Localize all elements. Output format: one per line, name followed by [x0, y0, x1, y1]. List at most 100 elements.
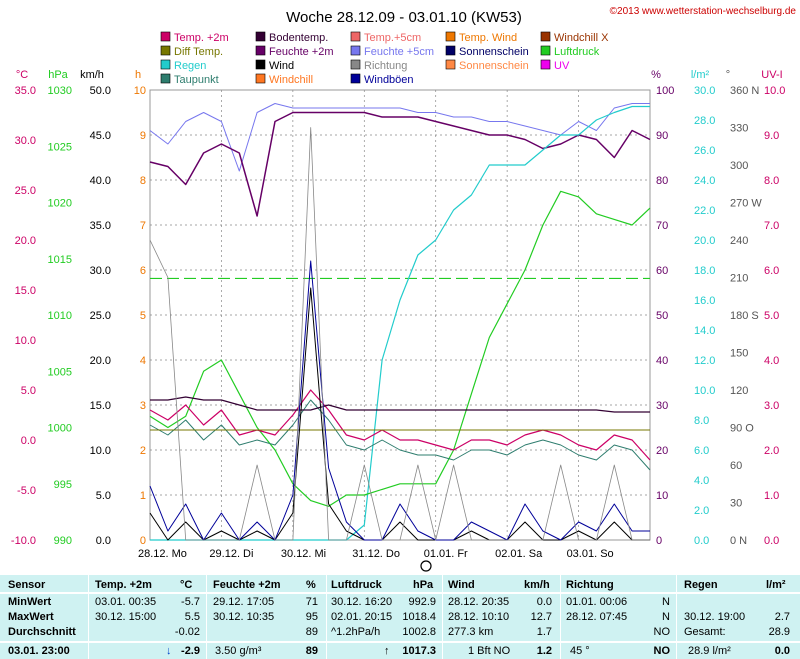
stats-label: MaxWert — [8, 611, 54, 623]
stats-wind-time: 28.12. 10:10 — [448, 611, 510, 623]
axis-tick-uv: 8.0 — [764, 175, 779, 187]
axis-tick-wind: 25.0 — [90, 310, 111, 322]
axis-tick-direction: 90 O — [730, 423, 754, 435]
axis-tick-pressure: 1025 — [48, 141, 72, 153]
legend-label: Feuchte +5cm — [364, 46, 434, 58]
axis-tick-sun: 5 — [140, 310, 146, 322]
legend-label: Bodentemp. — [269, 32, 328, 44]
axis-tick-rain: 28.0 — [694, 115, 715, 127]
stats-temp-val: -0.02 — [174, 626, 200, 638]
axis-unit-pct: % — [651, 69, 661, 81]
legend-label: Windchill — [269, 74, 313, 86]
legend-swatch — [160, 59, 171, 70]
axis-tick-uv: 1.0 — [764, 490, 779, 502]
axis-tick-rain: 10.0 — [694, 385, 715, 397]
current-time-marker — [420, 560, 432, 572]
stats-druck-val: 1018.4 — [402, 611, 436, 623]
axis-tick-sun: 8 — [140, 175, 146, 187]
stats-wind-val: 1.7 — [536, 626, 552, 638]
stats-richtung-time: 01.01. 00:06 — [566, 596, 628, 608]
stats-header-druck: Luftdruck — [331, 579, 382, 591]
stats-druck-val: 1002.8 — [402, 626, 436, 638]
current-wind-extra: 1 Bft NO — [468, 645, 511, 657]
axis-unit-deg: ° — [726, 69, 730, 81]
axis-tick-pressure: 1015 — [48, 254, 72, 266]
chart-series — [149, 103, 651, 541]
axis-tick-wind: 5.0 — [96, 490, 111, 502]
axis-ticks: 35.030.025.020.015.010.05.00.0-5.0-10.01… — [11, 85, 786, 547]
x-axis-label: 02.01. Sa — [495, 548, 543, 560]
x-axis-labels: 28.12. Mo 29.12. Di 30.12. Mi 31.12. Do 01.0… — [138, 548, 614, 560]
legend-swatch — [540, 31, 551, 42]
axis-tick-direction: 330 — [730, 123, 748, 135]
legend-swatch — [160, 73, 171, 84]
axis-tick-uv: 6.0 — [764, 265, 779, 277]
legend-label: UV — [554, 60, 570, 72]
stats-temp-val: -5.7 — [181, 596, 200, 608]
axis-tick-sun: 3 — [140, 400, 146, 412]
legend-swatch — [540, 45, 551, 56]
legend-swatch — [445, 59, 456, 70]
axis-tick-humidity: 70 — [656, 220, 668, 232]
axis-unit-kmh: km/h — [80, 69, 104, 81]
x-axis-label: 03.01. So — [567, 548, 614, 560]
axis-tick-pressure: 1005 — [48, 366, 72, 378]
stats-header-regen: Regen — [684, 579, 718, 591]
axis-tick-humidity: 20 — [656, 445, 668, 457]
weather-chart: ©2013 www.wetterstation-wechselburg.de W… — [11, 6, 797, 572]
axis-tick-sun: 1 — [140, 490, 146, 502]
axis-tick-pressure: 1030 — [48, 85, 72, 97]
stats-regen-val: 28.9 — [768, 626, 790, 638]
stats-feuchte-time: 29.12. 17:05 — [213, 596, 275, 608]
stats-wind-time: 28.12. 20:35 — [448, 596, 510, 608]
stats-feuchte-time: 30.12. 10:35 — [213, 611, 275, 623]
legend-swatch — [350, 59, 361, 70]
axis-tick-wind: 10.0 — [90, 445, 111, 457]
stats-header-temp: Temp. +2m — [95, 579, 152, 591]
axis-tick-direction: 240 — [730, 235, 748, 247]
axis-tick-temp: 30.0 — [15, 135, 36, 147]
legend-swatch — [540, 59, 551, 70]
legend-label: Luftdruck — [554, 46, 600, 58]
stats-temp-time: 03.01. 00:35 — [95, 596, 157, 608]
axis-tick-direction: 150 — [730, 348, 748, 360]
axis-tick-wind: 30.0 — [90, 265, 111, 277]
series-line-wind — [149, 287, 650, 541]
axis-tick-direction: 0 N — [730, 535, 747, 547]
axis-tick-wind: 35.0 — [90, 220, 111, 232]
axis-tick-humidity: 90 — [656, 130, 668, 142]
stats-feuchte-val: 71 — [305, 596, 318, 608]
stats-feuchte-val: 89 — [305, 626, 318, 638]
legend-swatch — [445, 45, 456, 56]
axis-tick-rain: 8.0 — [694, 415, 709, 427]
axis-tick-direction: 60 — [730, 460, 742, 472]
axis-tick-temp: -10.0 — [11, 535, 36, 547]
series-line-feuchte-2m — [149, 111, 651, 217]
legend-swatch — [255, 73, 266, 84]
axis-tick-sun: 10 — [134, 85, 146, 97]
axis-tick-direction: 180 S — [730, 310, 759, 322]
axis-tick-humidity: 80 — [656, 175, 668, 187]
axis-tick-uv: 2.0 — [764, 445, 779, 457]
stats-header-wind-unit: km/h — [524, 579, 550, 591]
axis-tick-humidity: 50 — [656, 310, 668, 322]
legend-label: Sonnenschein — [459, 60, 529, 72]
legend-label: Regen — [174, 60, 206, 72]
stats-feuchte-val: 95 — [305, 611, 318, 623]
axis-unit-hpa: hPa — [48, 69, 68, 81]
x-axis-label: 31.12. Do — [352, 548, 400, 560]
copyright-text[interactable]: ©2013 www.wetterstation-wechselburg.de — [610, 6, 797, 17]
axis-tick-direction: 270 W — [730, 198, 762, 210]
legend-swatch — [255, 59, 266, 70]
current-wind: 1.2 — [536, 645, 552, 657]
statistics-table: Sensor Temp. +2m °C Feuchte +2m % Luftdr… — [0, 575, 800, 659]
axis-tick-uv: 9.0 — [764, 130, 779, 142]
legend-label: Richtung — [364, 60, 407, 72]
stats-header-feuchte: Feuchte +2m — [213, 579, 281, 591]
series-line-luftdruck — [149, 190, 651, 507]
stats-regen-time: 30.12. 19:00 — [684, 611, 746, 623]
stats-druck-time: 30.12. 16:20 — [331, 596, 393, 608]
axis-tick-temp: 10.0 — [15, 335, 36, 347]
axis-tick-direction: 30 — [730, 498, 742, 510]
stats-richtung-val: N — [662, 611, 670, 623]
